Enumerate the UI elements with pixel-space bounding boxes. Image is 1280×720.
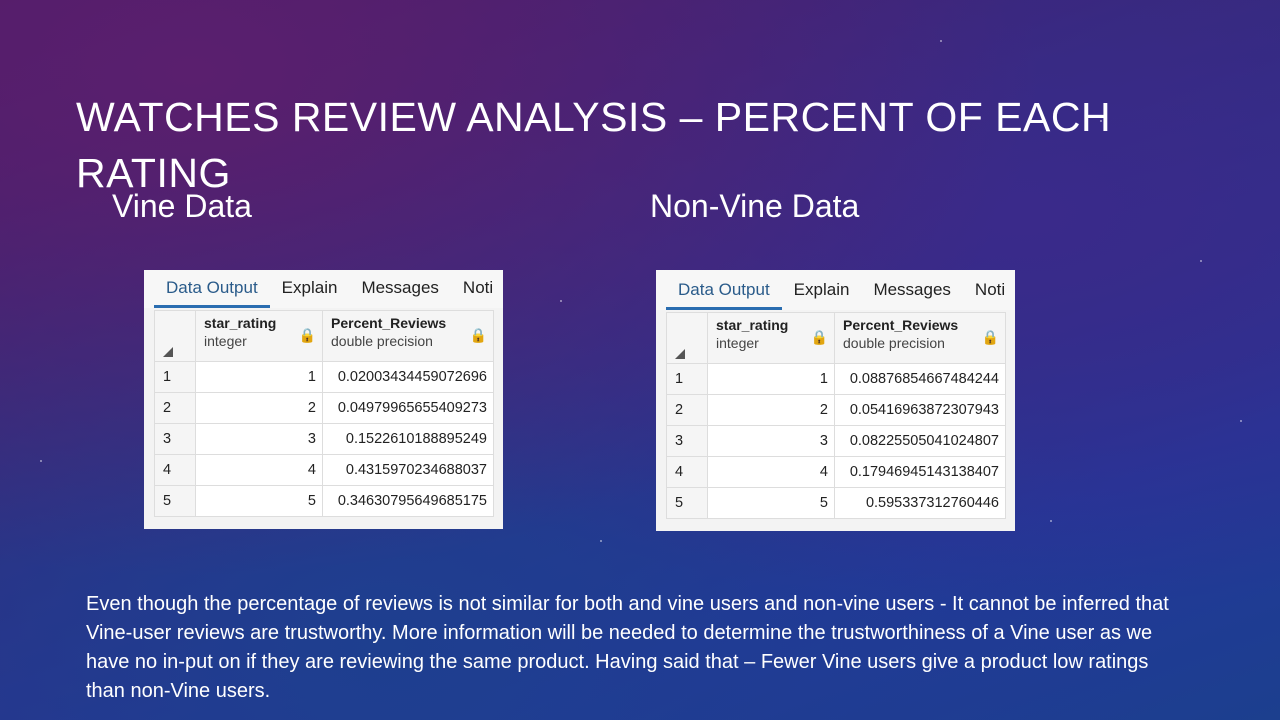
corner-triangle-icon [675, 349, 685, 359]
percent-reviews-column-header[interactable]: Percent_Reviews double precision 🔒 [834, 312, 1006, 364]
percent-reviews-cell[interactable]: 0.595337312760446 [834, 487, 1006, 519]
star-rating-cell[interactable]: 5 [195, 485, 323, 517]
lock-icon: 🔒 [469, 327, 487, 343]
lock-icon: 🔒 [810, 329, 828, 345]
table-row[interactable]: 3 3 0.08225505041024807 [666, 425, 1006, 457]
row-number: 4 [666, 456, 708, 488]
table-row[interactable]: 5 5 0.34630795649685175 [154, 485, 494, 517]
table-row[interactable]: 1 1 0.02003434459072696 [154, 361, 494, 393]
background-star [600, 540, 602, 542]
vine-data-label: Vine Data [112, 188, 252, 224]
background-star [1050, 520, 1052, 522]
column-name: star_rating [716, 317, 789, 333]
tab-data-output[interactable]: Data Output [666, 280, 782, 310]
percent-reviews-cell[interactable]: 0.08876854667484244 [834, 363, 1006, 395]
result-tabs: Data Output Explain Messages Noti [144, 270, 503, 308]
row-number: 1 [154, 361, 196, 393]
non-vine-results-table: star_rating integer 🔒 Percent_Reviews do… [666, 312, 1006, 519]
table-header-row: star_rating integer 🔒 Percent_Reviews do… [666, 312, 1006, 364]
tab-data-output[interactable]: Data Output [154, 278, 270, 308]
background-star [1200, 260, 1202, 262]
star-rating-cell[interactable]: 1 [195, 361, 323, 393]
column-type: double precision [843, 335, 945, 351]
background-star [1100, 120, 1102, 122]
percent-reviews-cell[interactable]: 0.17946945143138407 [834, 456, 1006, 488]
row-number: 1 [666, 363, 708, 395]
percent-reviews-column-header[interactable]: Percent_Reviews double precision 🔒 [322, 310, 494, 362]
tab-notifications[interactable]: Noti [974, 280, 1006, 299]
table-row[interactable]: 3 3 0.1522610188895249 [154, 423, 494, 455]
column-name: star_rating [204, 315, 277, 331]
conclusion-text: Even though the percentage of reviews is… [86, 593, 1169, 702]
star-rating-cell[interactable]: 5 [707, 487, 835, 519]
percent-reviews-cell[interactable]: 0.1522610188895249 [322, 423, 494, 455]
table-header-row: star_rating integer 🔒 Percent_Reviews do… [154, 310, 494, 362]
star-rating-cell[interactable]: 3 [195, 423, 323, 455]
row-number: 5 [154, 485, 196, 517]
lock-icon: 🔒 [298, 327, 316, 343]
row-number: 3 [666, 425, 708, 457]
vine-query-result-panel: Data Output Explain Messages Noti star_r… [144, 270, 503, 529]
percent-reviews-cell[interactable]: 0.34630795649685175 [322, 485, 494, 517]
star-rating-column-header[interactable]: star_rating integer 🔒 [195, 310, 323, 362]
table-row[interactable]: 1 1 0.08876854667484244 [666, 363, 1006, 395]
row-number: 2 [154, 392, 196, 424]
column-name: Percent_Reviews [843, 317, 959, 333]
column-type: integer [204, 333, 247, 349]
percent-reviews-cell[interactable]: 0.4315970234688037 [322, 454, 494, 486]
row-number-header [154, 310, 196, 362]
star-rating-cell[interactable]: 2 [195, 392, 323, 424]
percent-reviews-cell[interactable]: 0.05416963872307943 [834, 394, 1006, 426]
table-row[interactable]: 2 2 0.04979965655409273 [154, 392, 494, 424]
corner-triangle-icon [163, 347, 173, 357]
background-star [1240, 420, 1242, 422]
row-number-header [666, 312, 708, 364]
star-rating-cell[interactable]: 4 [195, 454, 323, 486]
table-row[interactable]: 5 5 0.595337312760446 [666, 487, 1006, 519]
background-star [560, 300, 562, 302]
result-tabs: Data Output Explain Messages Noti [656, 270, 1015, 310]
percent-reviews-cell[interactable]: 0.08225505041024807 [834, 425, 1006, 457]
tab-notifications[interactable]: Noti [462, 278, 494, 297]
percent-reviews-cell[interactable]: 0.02003434459072696 [322, 361, 494, 393]
background-star [40, 460, 42, 462]
non-vine-data-label: Non-Vine Data [650, 188, 860, 224]
column-name: Percent_Reviews [331, 315, 447, 331]
slide-title: WATCHES REVIEW ANALYSIS – PERCENT OF EAC… [76, 94, 1112, 197]
percent-reviews-cell[interactable]: 0.04979965655409273 [322, 392, 494, 424]
tab-explain[interactable]: Explain [281, 278, 338, 297]
row-number: 4 [154, 454, 196, 486]
lock-icon: 🔒 [981, 329, 999, 345]
vine-results-table: star_rating integer 🔒 Percent_Reviews do… [154, 310, 494, 517]
table-row[interactable]: 4 4 0.4315970234688037 [154, 454, 494, 486]
table-row[interactable]: 4 4 0.17946945143138407 [666, 456, 1006, 488]
tab-messages[interactable]: Messages [873, 280, 951, 299]
non-vine-query-result-panel: Data Output Explain Messages Noti star_r… [656, 270, 1015, 531]
tab-explain[interactable]: Explain [793, 280, 850, 299]
row-number: 2 [666, 394, 708, 426]
column-type: double precision [331, 333, 433, 349]
table-row[interactable]: 2 2 0.05416963872307943 [666, 394, 1006, 426]
column-type: integer [716, 335, 759, 351]
star-rating-cell[interactable]: 3 [707, 425, 835, 457]
star-rating-cell[interactable]: 4 [707, 456, 835, 488]
background-star [940, 40, 942, 42]
star-rating-cell[interactable]: 1 [707, 363, 835, 395]
row-number: 5 [666, 487, 708, 519]
row-number: 3 [154, 423, 196, 455]
tab-messages[interactable]: Messages [361, 278, 439, 297]
star-rating-column-header[interactable]: star_rating integer 🔒 [707, 312, 835, 364]
star-rating-cell[interactable]: 2 [707, 394, 835, 426]
